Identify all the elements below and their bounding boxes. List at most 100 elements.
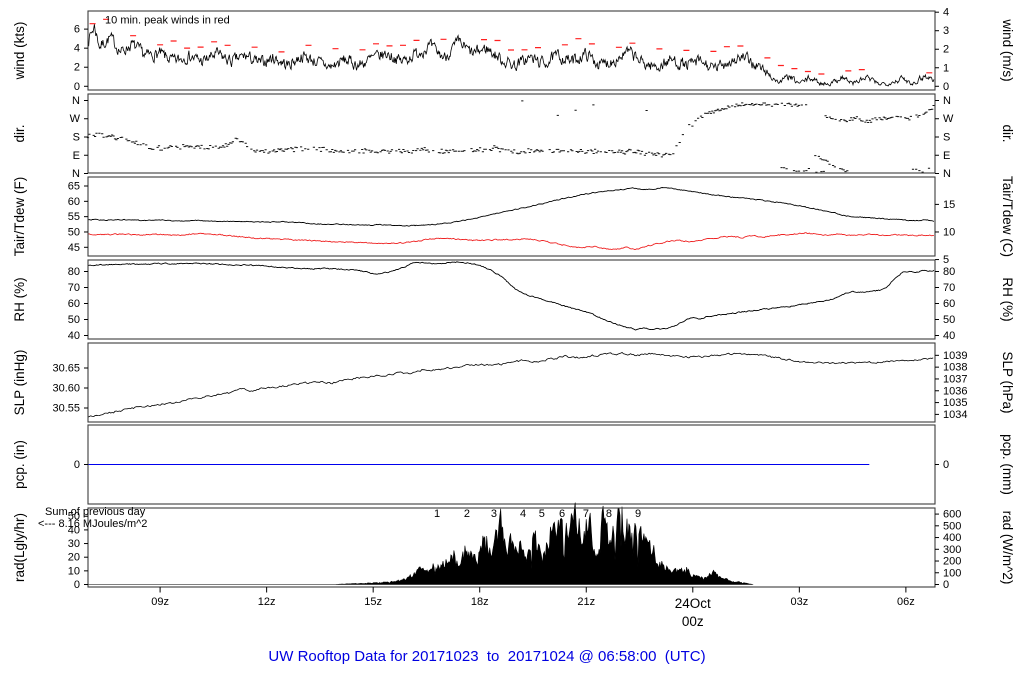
x-tick-label: 18z (471, 596, 489, 608)
y-tick-label-right: 70 (943, 282, 955, 294)
y-tick-label-left: 50 (68, 314, 80, 326)
axis-title-right-slp: SLP (hPa) (1000, 351, 1015, 413)
axis-title-left-rad: rad(Lgly/hr) (12, 513, 27, 582)
y-tick-label-right: 1038 (943, 362, 967, 374)
y-tick-label-right: 5 (943, 254, 949, 266)
panel-box-wind (87, 10, 936, 91)
series-sea-level-pressure (87, 352, 934, 418)
panel-pcp: 0 0 pcp. (in) pcp. (mm) (12, 424, 1015, 505)
annotation: 5 (539, 508, 545, 520)
y-tick-label-left: 30.65 (52, 363, 80, 375)
y-tick-label-left: 40 (68, 524, 80, 536)
axis-title-right-pcp: pcp. (mm) (1000, 434, 1015, 495)
panel-rh: 40 50 60 70 80 40 50 60 70 80 RH (%) RH (%) (12, 259, 1015, 342)
annotation: 1 (434, 508, 440, 520)
y-tick-label-left: 2 (74, 62, 80, 74)
y-tick-label-right: 3 (943, 25, 949, 37)
y-tick-label-left: 0 (74, 81, 80, 93)
y-tick-label-left: E (73, 150, 80, 162)
panel-box-rh (87, 259, 936, 340)
y-tick-label-right: 2 (943, 44, 949, 56)
axis-title-left-temp: Tair/Tdew (F) (12, 177, 27, 257)
y-tick-label-left: N (72, 168, 80, 180)
annotation: 7 (583, 508, 589, 520)
panel-wind: 0 2 4 6 0 1 2 3 4 wind (kts) wind (m/s) 10 min. pea… (12, 7, 1015, 93)
y-tick-label-right: N (943, 168, 951, 180)
y-tick-label-right: 1035 (943, 397, 967, 409)
y-tick-label-left: 40 (68, 330, 80, 342)
x-tick-label: 21z (577, 596, 595, 608)
axis-title-right-wind: wind (m/s) (1000, 18, 1015, 81)
axis-title-left-dir: dir. (12, 124, 27, 142)
y-tick-label-right: 60 (943, 298, 955, 310)
y-tick-label-left: 65 (68, 181, 80, 193)
x-tick-label: 15z (364, 596, 382, 608)
y-tick-label-left: 80 (68, 266, 80, 278)
y-tick-label-left: 30.55 (52, 403, 80, 415)
axis-title-right-dir: dir. (1000, 124, 1015, 142)
y-tick-label-left: 30.60 (52, 383, 80, 395)
panel-rad: 010203040500100200300400500600rad(Lgly/h… (12, 502, 1015, 591)
y-tick-label-right: N (943, 95, 951, 107)
series-wind-speed (87, 24, 935, 87)
y-tick-label-left: 70 (68, 282, 80, 294)
y-tick-label-right: W (943, 113, 954, 125)
x-tick-label: 06z (897, 596, 915, 608)
y-tick-label-left: 50 (68, 226, 80, 238)
y-tick-label-left: 6 (74, 24, 80, 36)
y-tick-label-right: 1 (943, 62, 949, 74)
y-tick-label-right: 500 (943, 520, 961, 532)
y-tick-label-left: 20 (68, 552, 80, 564)
y-tick-label-right: 15 (943, 199, 955, 211)
annotation: Sum of previous day (45, 506, 146, 518)
y-tick-label-right: 4 (943, 7, 949, 19)
y-tick-label-left: 0 (74, 459, 80, 471)
y-tick-label-right: E (943, 150, 950, 162)
series-solar-radiation (88, 502, 754, 585)
annotation: 8 (606, 508, 612, 520)
axis-title-left-rh: RH (%) (12, 277, 27, 321)
series-wind-dir-veer (672, 120, 697, 155)
y-tick-label-left: S (73, 131, 80, 143)
y-tick-label-right: 10 (943, 226, 955, 238)
series-tdew (87, 232, 934, 250)
y-tick-label-right: 0 (943, 459, 949, 471)
y-tick-label-right: 0 (943, 579, 949, 591)
y-tick-label-right: 40 (943, 330, 955, 342)
y-tick-label-right: 1034 (943, 409, 967, 421)
y-tick-label-left: 4 (74, 43, 80, 55)
annotation: 4 (520, 508, 526, 520)
annotation: 10 min. peak winds in red (105, 15, 230, 27)
x-tick-label: 09z (151, 596, 169, 608)
y-tick-label-left: 0 (74, 579, 80, 591)
y-tick-label-right: S (943, 131, 950, 143)
y-tick-label-left: 60 (68, 298, 80, 310)
x-axis: 09z 12z 15z 18z 21z 24Oct 00z 03z 06z (151, 587, 915, 629)
panel-box-dir (87, 93, 936, 174)
y-tick-label-left: N (72, 95, 80, 107)
axis-title-right-rh: RH (%) (1000, 277, 1015, 321)
series-wind-dir-low-cluster (780, 167, 825, 173)
series-wind-dir-west-band (824, 105, 935, 123)
y-tick-label-right: 1036 (943, 385, 967, 397)
series-wind-dir-north-band (697, 102, 808, 119)
y-tick-label-left: 60 (68, 196, 80, 208)
series-tair (87, 187, 935, 227)
y-tick-label-right: 50 (943, 314, 955, 326)
y-tick-label-right: 1037 (943, 373, 967, 385)
axis-title-right-rad: rad (W/m^2) (1000, 511, 1015, 585)
annotation: 3 (491, 508, 497, 520)
chart-title: UW Rooftop Data for 20171023 to 20171024… (268, 648, 706, 665)
axis-title-left-wind: wind (kts) (12, 22, 27, 81)
axis-title-left-slp: SLP (inHg) (12, 350, 27, 416)
annotation: 9 (635, 508, 641, 520)
x-tick-label: 12z (258, 596, 276, 608)
series-relative-humidity (87, 261, 935, 331)
y-tick-label-left: 45 (68, 242, 80, 254)
series-wind-dir-outliers (521, 100, 648, 116)
y-tick-label-left: W (70, 113, 81, 125)
x-tick-label: 03z (790, 596, 808, 608)
